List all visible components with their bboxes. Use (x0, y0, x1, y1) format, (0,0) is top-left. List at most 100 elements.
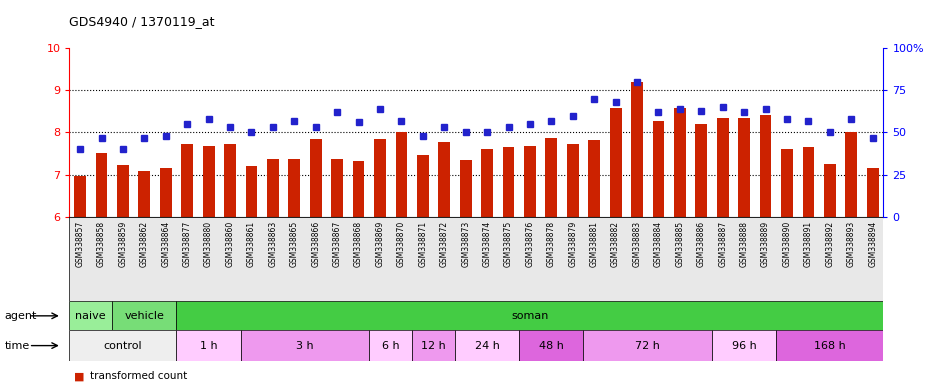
Bar (369, 330, 413, 361)
Bar (717, 118, 729, 217)
Text: GSM338871: GSM338871 (418, 221, 427, 267)
Bar (481, 149, 493, 217)
Bar (245, 166, 257, 217)
Text: 48 h: 48 h (539, 341, 563, 351)
Bar (674, 108, 685, 217)
Text: transformed count: transformed count (90, 371, 187, 381)
Text: GSM338870: GSM338870 (397, 221, 406, 267)
Text: naive: naive (76, 311, 106, 321)
Text: agent: agent (5, 311, 37, 321)
Text: GSM338893: GSM338893 (846, 221, 856, 267)
Text: GSM338864: GSM338864 (161, 221, 170, 267)
Bar (69, 217, 883, 301)
Bar (352, 161, 364, 217)
Text: 72 h: 72 h (635, 341, 660, 351)
Text: 24 h: 24 h (475, 341, 500, 351)
Text: GSM338873: GSM338873 (462, 221, 470, 267)
Bar (696, 124, 708, 217)
Text: control: control (104, 341, 142, 351)
Bar (240, 330, 369, 361)
Text: GSM338872: GSM338872 (439, 221, 449, 267)
Bar (177, 301, 883, 330)
Bar (519, 330, 584, 361)
Bar (652, 121, 664, 217)
Text: GSM338878: GSM338878 (547, 221, 556, 267)
Bar (310, 139, 322, 217)
Bar (177, 330, 240, 361)
Text: 1 h: 1 h (200, 341, 217, 351)
Bar (413, 330, 455, 361)
Bar (824, 164, 835, 217)
Bar (803, 147, 814, 217)
Bar (417, 155, 428, 217)
Bar (584, 330, 712, 361)
Text: GSM338886: GSM338886 (697, 221, 706, 267)
Bar (112, 301, 177, 330)
Bar (160, 169, 172, 217)
Text: 168 h: 168 h (814, 341, 845, 351)
Bar (181, 144, 193, 217)
Bar (738, 118, 750, 217)
Text: GSM338882: GSM338882 (611, 221, 620, 267)
Bar (524, 146, 536, 217)
Bar (455, 330, 519, 361)
Text: GSM338892: GSM338892 (825, 221, 834, 267)
Text: GSM338866: GSM338866 (311, 221, 320, 267)
Bar (588, 140, 600, 217)
Text: GSM338867: GSM338867 (333, 221, 341, 267)
Text: vehicle: vehicle (124, 311, 165, 321)
Text: GSM338889: GSM338889 (761, 221, 770, 267)
Bar (610, 108, 622, 217)
Bar (438, 142, 450, 217)
Bar (460, 161, 472, 217)
Bar (546, 138, 557, 217)
Bar (69, 301, 112, 330)
Text: GSM338879: GSM338879 (568, 221, 577, 267)
Text: GSM338891: GSM338891 (804, 221, 813, 267)
Bar (69, 330, 177, 361)
Text: GSM338885: GSM338885 (675, 221, 684, 267)
Text: GSM338858: GSM338858 (97, 221, 106, 267)
Bar (374, 139, 386, 217)
Bar (867, 169, 879, 217)
Text: GSM338860: GSM338860 (226, 221, 235, 267)
Text: GSM338875: GSM338875 (504, 221, 513, 267)
Text: GSM338894: GSM338894 (869, 221, 877, 267)
Text: 96 h: 96 h (732, 341, 757, 351)
Bar (74, 175, 86, 217)
Bar (203, 146, 215, 217)
Text: 6 h: 6 h (382, 341, 400, 351)
Bar (845, 132, 857, 217)
Bar (267, 159, 278, 217)
Bar (331, 159, 343, 217)
Text: 12 h: 12 h (421, 341, 446, 351)
Bar (759, 115, 771, 217)
Text: GSM338890: GSM338890 (783, 221, 792, 267)
Bar (776, 330, 883, 361)
Bar (95, 153, 107, 217)
Text: ■: ■ (74, 371, 84, 381)
Bar (224, 144, 236, 217)
Text: GDS4940 / 1370119_at: GDS4940 / 1370119_at (69, 15, 215, 28)
Text: 3 h: 3 h (296, 341, 314, 351)
Bar (631, 82, 643, 217)
Bar (781, 149, 793, 217)
Text: GSM338859: GSM338859 (118, 221, 128, 267)
Text: GSM338857: GSM338857 (76, 221, 84, 267)
Bar (139, 171, 150, 217)
Bar (567, 144, 579, 217)
Text: GSM338887: GSM338887 (718, 221, 727, 267)
Text: GSM338877: GSM338877 (183, 221, 191, 267)
Text: GSM338888: GSM338888 (740, 221, 748, 267)
Bar (289, 159, 301, 217)
Text: GSM338869: GSM338869 (376, 221, 385, 267)
Text: GSM338880: GSM338880 (204, 221, 213, 267)
Text: GSM338868: GSM338868 (354, 221, 363, 267)
Text: GSM338861: GSM338861 (247, 221, 256, 267)
Bar (502, 147, 514, 217)
Text: GSM338881: GSM338881 (590, 221, 598, 267)
Text: GSM338863: GSM338863 (268, 221, 278, 267)
Text: GSM338865: GSM338865 (290, 221, 299, 267)
Bar (712, 330, 776, 361)
Text: GSM338876: GSM338876 (525, 221, 535, 267)
